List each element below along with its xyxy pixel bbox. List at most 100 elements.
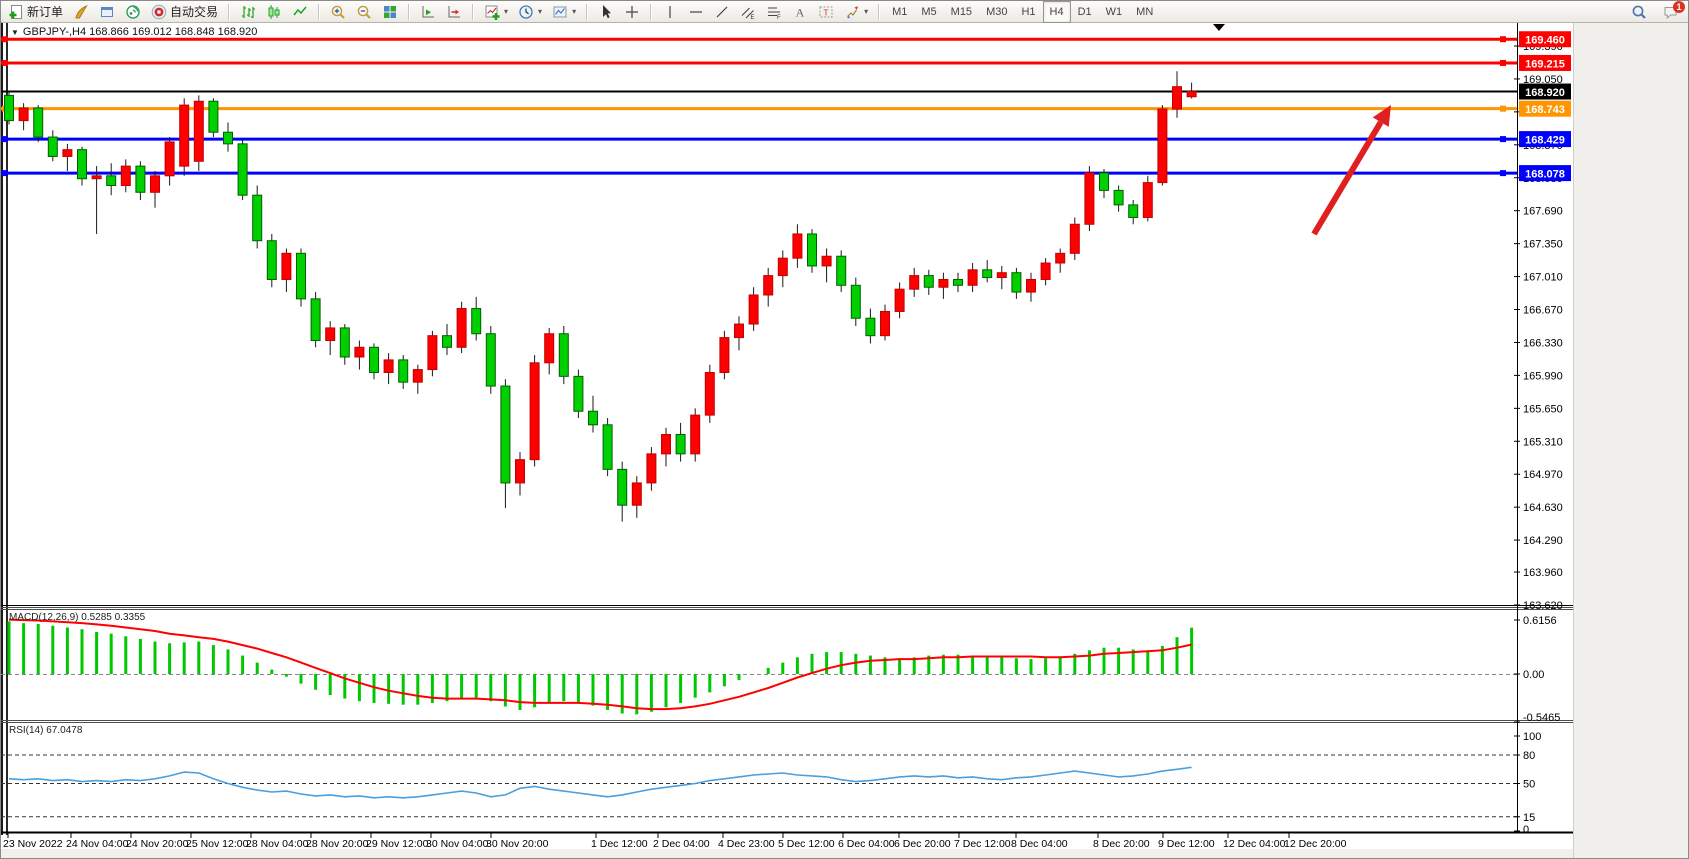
signal-icon xyxy=(125,4,141,20)
candle-5 xyxy=(77,146,87,186)
resistance-line-2-right-handle[interactable] xyxy=(1500,59,1506,66)
templates-button[interactable]: ▾ xyxy=(547,1,581,23)
dropdown-caret-icon[interactable]: ▾ xyxy=(572,7,577,16)
resistance-line-1-right-handle[interactable] xyxy=(1500,36,1506,43)
macd-axis-label: -0.5465 xyxy=(1523,712,1560,724)
svg-text:168.743: 168.743 xyxy=(1525,104,1565,116)
support-line-1[interactable] xyxy=(1,136,1517,143)
timeframe-button-m5[interactable]: M5 xyxy=(921,5,937,18)
support-line-2[interactable] xyxy=(1,170,1517,177)
candle-12 xyxy=(179,98,190,176)
chart-pointer-button[interactable] xyxy=(68,1,94,23)
candle-0 xyxy=(4,90,14,125)
timeframe-button-m1[interactable]: M1 xyxy=(892,5,908,18)
rsi-axis-label: 15 xyxy=(1523,812,1535,824)
chart-shift-button[interactable] xyxy=(441,1,467,23)
candle-2 xyxy=(33,105,44,142)
timeframe-button-mn[interactable]: MN xyxy=(1136,5,1154,18)
crosshair-button[interactable] xyxy=(619,1,645,23)
chart-title: ▼ GBPJPY-,H4 168.866 169.012 168.848 168… xyxy=(11,26,257,38)
notifications-button[interactable]: 1 xyxy=(1658,1,1685,23)
text-button[interactable]: A xyxy=(787,1,813,23)
timeframe-button-h4[interactable]: H4 xyxy=(1042,1,1071,23)
support-line-2-left-handle[interactable] xyxy=(2,170,8,177)
arrows-button[interactable]: ▾ xyxy=(839,1,873,23)
doc-plus-icon xyxy=(8,4,24,20)
svg-text:166.670: 166.670 xyxy=(1523,305,1563,317)
indicators-button[interactable]: ▾ xyxy=(479,1,513,23)
toolbar-separator xyxy=(650,3,653,20)
chart-canvas[interactable]: 169.390169.050168.710168.370168.030167.6… xyxy=(1,23,1573,849)
macd-axis-label: 0.00 xyxy=(1523,669,1544,681)
line-chart-button[interactable] xyxy=(287,1,313,23)
svg-text:8 Dec 20:00: 8 Dec 20:00 xyxy=(1093,838,1150,849)
timeframe-button-m15[interactable]: M15 xyxy=(950,5,973,18)
channel-icon: E xyxy=(740,4,756,21)
candle-19 xyxy=(281,248,292,293)
search-button[interactable] xyxy=(1626,1,1652,23)
candlestick-chart-button[interactable] xyxy=(261,1,287,23)
trend-arrow-annotation[interactable] xyxy=(1311,105,1391,236)
support-line-1-left-handle[interactable] xyxy=(2,136,8,143)
bar-chart-button[interactable] xyxy=(235,1,261,23)
svg-text:163.620: 163.620 xyxy=(1523,600,1563,612)
orange-level-line-right-handle[interactable] xyxy=(1500,105,1506,112)
candle-31 xyxy=(456,301,467,354)
support-line-2-right-handle[interactable] xyxy=(1500,170,1506,177)
text-label-button[interactable]: T xyxy=(813,1,839,23)
svg-text:24 Nov 04:00: 24 Nov 04:00 xyxy=(66,838,129,849)
resistance-line-1[interactable] xyxy=(1,36,1517,43)
dropdown-caret-icon[interactable]: ▾ xyxy=(864,7,869,16)
candle-34 xyxy=(500,379,511,509)
horizontal-line-button[interactable] xyxy=(683,1,709,23)
dropdown-caret-icon[interactable]: ▾ xyxy=(538,7,543,16)
svg-text:169.215: 169.215 xyxy=(1525,58,1565,70)
svg-text:6 Dec 20:00: 6 Dec 20:00 xyxy=(894,838,951,849)
timeframe-button-d1[interactable]: D1 xyxy=(1077,5,1092,18)
zoom-out-button[interactable] xyxy=(351,1,377,23)
channel-button[interactable]: E xyxy=(735,1,761,23)
symbol-dropdown-icon[interactable]: ▼ xyxy=(11,27,19,37)
candle-48 xyxy=(704,364,715,423)
signals-button[interactable] xyxy=(120,1,146,23)
candle-60 xyxy=(880,304,890,341)
cursor-button[interactable] xyxy=(593,1,619,23)
candle-66 xyxy=(967,263,978,293)
chart-shift-marker[interactable] xyxy=(1213,24,1225,31)
dropdown-caret-icon[interactable]: ▾ xyxy=(504,7,509,16)
resistance-line-1-left-handle[interactable] xyxy=(2,36,8,43)
new-window-button[interactable] xyxy=(94,1,120,23)
resistance-line-2-price-badge: 169.215 xyxy=(1519,54,1571,71)
auto-scroll-button[interactable] xyxy=(415,1,441,23)
candle-10 xyxy=(150,170,160,208)
svg-text:T: T xyxy=(823,7,828,17)
rsi-indicator-label: RSI(14) 67.0478 xyxy=(9,725,83,736)
timeframe-button-m30[interactable]: M30 xyxy=(986,5,1008,18)
candle-76 xyxy=(1113,185,1124,212)
candle-61 xyxy=(894,282,905,319)
resistance-line-1-price-badge: 169.460 xyxy=(1519,31,1571,48)
support-line-1-right-handle[interactable] xyxy=(1500,136,1506,143)
chart-window[interactable]: 169.390169.050168.710168.370168.030167.6… xyxy=(1,23,1573,849)
candle-7 xyxy=(106,163,117,196)
orange-level-line[interactable] xyxy=(1,105,1517,112)
candle-43 xyxy=(631,476,642,518)
fibonacci-button[interactable]: F xyxy=(761,1,787,23)
vertical-line-button[interactable] xyxy=(657,1,683,23)
gold-pointer-icon xyxy=(73,4,89,20)
timeframe-button-h1[interactable]: H1 xyxy=(1021,5,1036,18)
autotrade-button[interactable]: 自动交易 xyxy=(146,1,223,23)
trendline-button[interactable] xyxy=(709,1,735,23)
new-order-button[interactable]: 新订单 xyxy=(3,1,68,23)
support-line-1-price-badge: 168.429 xyxy=(1519,131,1571,148)
candle-67 xyxy=(982,260,993,283)
timeframe-button-w1[interactable]: W1 xyxy=(1105,5,1123,18)
periods-button[interactable]: ▾ xyxy=(513,1,547,23)
zoom-in-button[interactable] xyxy=(325,1,351,23)
candle-45 xyxy=(661,427,671,467)
resistance-line-2[interactable] xyxy=(1,59,1517,66)
tile-windows-button[interactable] xyxy=(377,1,403,23)
resistance-line-2-left-handle[interactable] xyxy=(2,59,8,66)
candle-26 xyxy=(383,353,394,385)
candle-55 xyxy=(807,229,817,273)
